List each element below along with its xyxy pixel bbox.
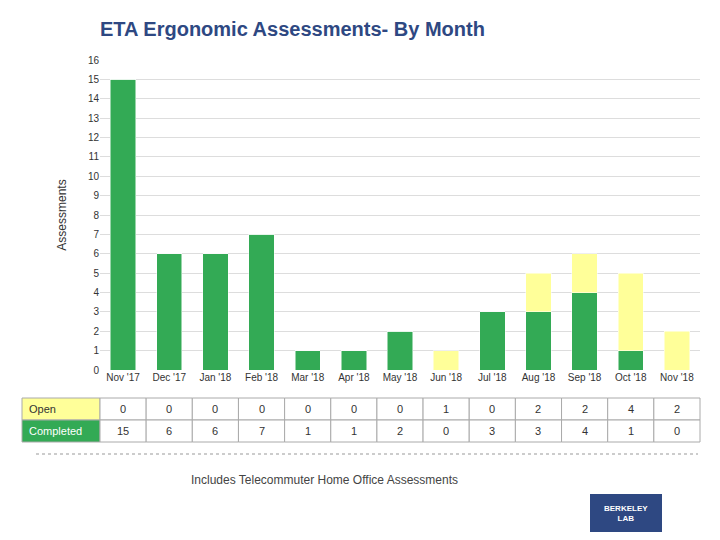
svg-text:1: 1 [351,425,357,437]
svg-text:0: 0 [166,403,172,415]
svg-text:2: 2 [535,403,541,415]
svg-text:Jan '18: Jan '18 [199,372,231,383]
svg-text:1: 1 [305,425,311,437]
svg-text:9: 9 [93,190,99,201]
svg-text:Assessments: Assessments [55,179,69,250]
svg-text:Includes Telecommuter Home Off: Includes Telecommuter Home Office Assess… [191,473,458,487]
svg-text:Open: Open [29,403,56,415]
svg-text:1: 1 [93,345,99,356]
svg-text:Oct '18: Oct '18 [615,372,647,383]
svg-text:2: 2 [397,425,403,437]
svg-text:12: 12 [88,132,100,143]
svg-text:Jun '18: Jun '18 [430,372,462,383]
svg-text:10: 10 [88,171,100,182]
svg-text:6: 6 [212,425,218,437]
svg-text:2: 2 [674,403,680,415]
svg-text:Dec '17: Dec '17 [152,372,186,383]
svg-text:Sep '18: Sep '18 [568,372,602,383]
svg-text:0: 0 [93,365,99,376]
svg-text:Aug '18: Aug '18 [522,372,556,383]
svg-text:Feb '18: Feb '18 [245,372,278,383]
svg-text:7: 7 [259,425,265,437]
svg-text:0: 0 [351,403,357,415]
svg-text:0: 0 [443,425,449,437]
svg-text:4: 4 [628,403,634,415]
svg-text:Apr '18: Apr '18 [338,372,370,383]
svg-text:Nov '17: Nov '17 [106,372,140,383]
svg-text:6: 6 [166,425,172,437]
svg-text:8: 8 [93,210,99,221]
svg-text:6: 6 [93,248,99,259]
svg-text:2: 2 [582,403,588,415]
svg-text:0: 0 [305,403,311,415]
svg-text:4: 4 [93,287,99,298]
svg-text:Nov '18: Nov '18 [660,372,694,383]
svg-text:Jul '18: Jul '18 [478,372,507,383]
svg-text:16: 16 [88,55,100,66]
svg-text:2: 2 [93,326,99,337]
svg-text:15: 15 [88,74,100,85]
svg-text:15: 15 [117,425,129,437]
svg-text:0: 0 [212,403,218,415]
svg-text:0: 0 [397,403,403,415]
svg-text:1: 1 [443,403,449,415]
svg-text:Mar '18: Mar '18 [291,372,324,383]
svg-text:0: 0 [674,425,680,437]
svg-text:ETA Ergonomic Assessments- By: ETA Ergonomic Assessments- By Month [100,18,485,40]
svg-text:14: 14 [88,93,100,104]
svg-text:BERKELEYLAB: BERKELEYLAB [604,504,648,523]
svg-text:5: 5 [93,268,99,279]
svg-text:11: 11 [89,151,100,162]
svg-text:3: 3 [93,306,99,317]
svg-text:0: 0 [259,403,265,415]
svg-text:7: 7 [93,229,99,240]
svg-text:13: 13 [88,113,100,124]
svg-text:May '18: May '18 [383,372,418,383]
svg-text:4: 4 [582,425,588,437]
svg-text:3: 3 [489,425,495,437]
svg-text:1: 1 [628,425,634,437]
svg-text:3: 3 [535,425,541,437]
svg-text:Completed: Completed [29,425,82,437]
svg-text:0: 0 [120,403,126,415]
svg-text:0: 0 [489,403,495,415]
